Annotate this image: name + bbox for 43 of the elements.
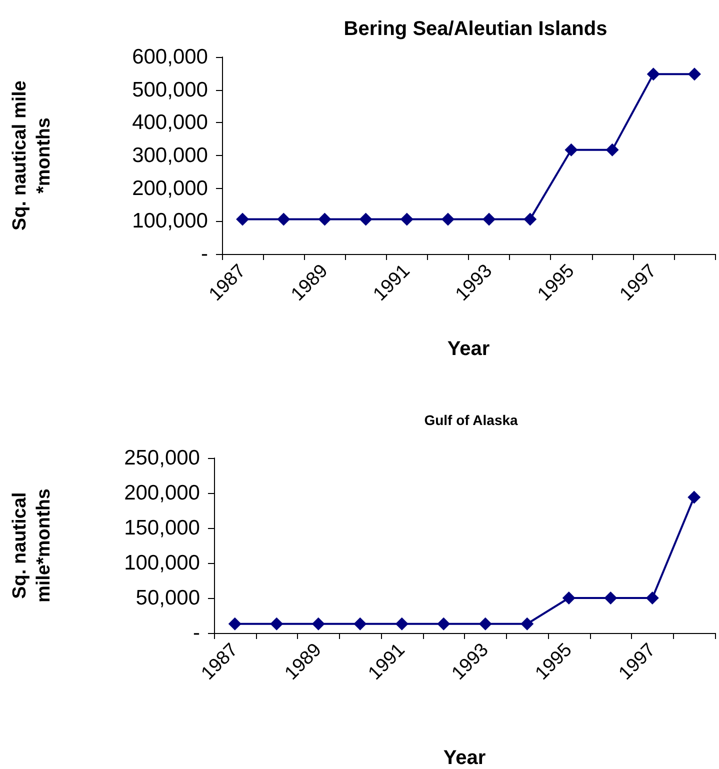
y-tick-label: 250,000 <box>124 446 200 470</box>
y-tick-label: 100,000 <box>132 210 208 233</box>
y-tick-label: 200,000 <box>124 482 200 504</box>
point <box>604 592 618 604</box>
point <box>236 212 250 226</box>
point <box>277 212 290 226</box>
point <box>688 68 701 81</box>
point <box>359 212 372 226</box>
point <box>646 68 660 81</box>
y-tick-label: 300,000 <box>132 144 208 167</box>
y-axis-title: Sq. nautical mile *months <box>10 80 54 230</box>
y-axis-title: Sq. nautical mile*months <box>10 488 54 603</box>
y-tick-label: - <box>201 242 208 266</box>
point <box>312 617 325 630</box>
point <box>228 617 242 630</box>
point <box>354 617 367 630</box>
point <box>524 212 537 226</box>
point <box>441 212 454 226</box>
y-tick-label: 400,000 <box>132 111 208 134</box>
y-tick-label: 600,000 <box>132 46 208 68</box>
y-tick-label: 200,000 <box>132 176 208 200</box>
point <box>562 592 576 604</box>
point <box>688 490 701 504</box>
y-tick-label: 100,000 <box>124 552 200 574</box>
x-axis-title: Year <box>443 747 486 769</box>
point <box>606 143 619 156</box>
point <box>482 212 496 226</box>
point <box>270 617 284 630</box>
point <box>478 617 492 630</box>
x-axis-title: Year <box>447 338 490 360</box>
y-tick-label: 50,000 <box>136 586 200 610</box>
point <box>520 617 534 630</box>
y-tick-label: 500,000 <box>132 78 208 102</box>
point <box>646 592 659 604</box>
point <box>437 617 450 630</box>
chart-title: Gulf of Alaska <box>424 412 518 428</box>
point <box>395 617 408 630</box>
y-tick-label: 150,000 <box>124 516 200 540</box>
y-tick-label: - <box>193 622 200 644</box>
chart-title: Bering Sea/Aleutian Islands <box>344 18 608 40</box>
point <box>318 212 332 226</box>
point <box>400 212 414 226</box>
point <box>564 143 578 156</box>
